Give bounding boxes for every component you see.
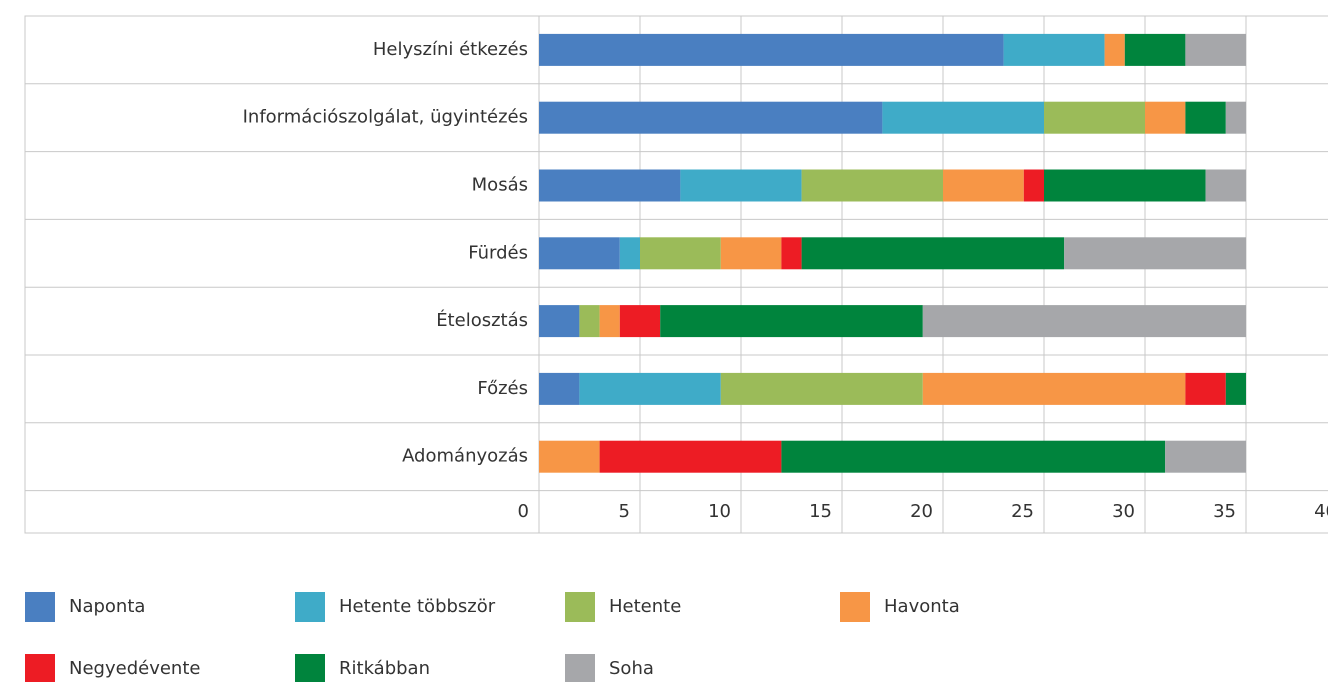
x-tick-label: 5 (619, 501, 630, 522)
bar-segment (539, 101, 883, 134)
bar-segment (660, 305, 923, 338)
bar-segment (1165, 440, 1246, 473)
bar-segment (539, 237, 620, 270)
bar-segment (1185, 101, 1226, 134)
bar-segment (1124, 33, 1186, 66)
bar-segment (680, 169, 802, 202)
bar-segment (1145, 101, 1186, 134)
bar-segment (539, 372, 580, 405)
y-tick-label: Fürdés (468, 242, 528, 263)
bar-segment (922, 372, 1186, 405)
bar-segment (1185, 33, 1246, 66)
legend-swatch (25, 592, 55, 622)
bar-segment (1023, 169, 1044, 202)
bar-segment (1044, 101, 1145, 134)
x-tick-label: 40 (1314, 501, 1328, 522)
bar-segment (801, 237, 1065, 270)
legend-swatch (565, 654, 595, 682)
y-tick-label: Ételosztás (436, 309, 528, 331)
bar-segment (579, 305, 600, 338)
legend-label: Negyedévente (69, 658, 200, 679)
bar-segment (922, 305, 1246, 338)
bar-segment (640, 237, 721, 270)
bar-segment (539, 33, 1004, 66)
bar-segment (1044, 169, 1206, 202)
bar-segment (1003, 33, 1105, 66)
x-tick-label: 15 (809, 501, 832, 522)
bar-segment (1225, 372, 1246, 405)
bar-segment (1064, 237, 1246, 270)
bar-segment (1205, 169, 1246, 202)
x-tick-label: 0 (518, 501, 529, 522)
x-tick-label: 25 (1011, 501, 1034, 522)
bar-segment (1104, 33, 1125, 66)
x-tick-label: 30 (1112, 501, 1135, 522)
bar-segment (882, 101, 1044, 134)
bar-segment (1225, 101, 1246, 134)
bar-segment (599, 440, 782, 473)
legend-swatch (295, 654, 325, 682)
legend-swatch (25, 654, 55, 682)
bar-segment (539, 440, 600, 473)
y-tick-label: Információszolgálat, ügyintézés (243, 107, 528, 128)
bar-segment (619, 305, 661, 338)
x-tick-label: 10 (708, 501, 731, 522)
bar-segment (539, 305, 580, 338)
bar-segment (1185, 372, 1226, 405)
bar-segment (781, 440, 1166, 473)
legend-label: Hetente (609, 596, 681, 617)
bar-segment (720, 372, 923, 405)
legend-label: Havonta (884, 596, 960, 617)
plot-frame (24, 15, 1328, 534)
bar-segment (720, 237, 782, 270)
legend-swatch (840, 592, 870, 622)
x-tick-label: 35 (1213, 501, 1236, 522)
y-tick-label: Helyszíni étkezés (373, 39, 528, 60)
legend-swatch (295, 592, 325, 622)
bar-segment (539, 169, 681, 202)
bar-segment (579, 372, 721, 405)
bar-segment (943, 169, 1024, 202)
bar-segment (599, 305, 620, 338)
legend-label: Ritkábban (339, 658, 430, 679)
x-tick-label: 20 (910, 501, 933, 522)
legend-label: Naponta (69, 596, 145, 617)
y-tick-label: Mosás (472, 175, 528, 196)
bar-segment (619, 237, 640, 270)
bar-segment (781, 237, 802, 270)
legend-swatch (565, 592, 595, 622)
y-tick-label: Főzés (477, 378, 528, 399)
y-tick-label: Adományozás (402, 446, 528, 467)
legend-label: Soha (609, 658, 654, 679)
bar-segment (801, 169, 943, 202)
legend-label: Hetente többször (339, 596, 496, 617)
